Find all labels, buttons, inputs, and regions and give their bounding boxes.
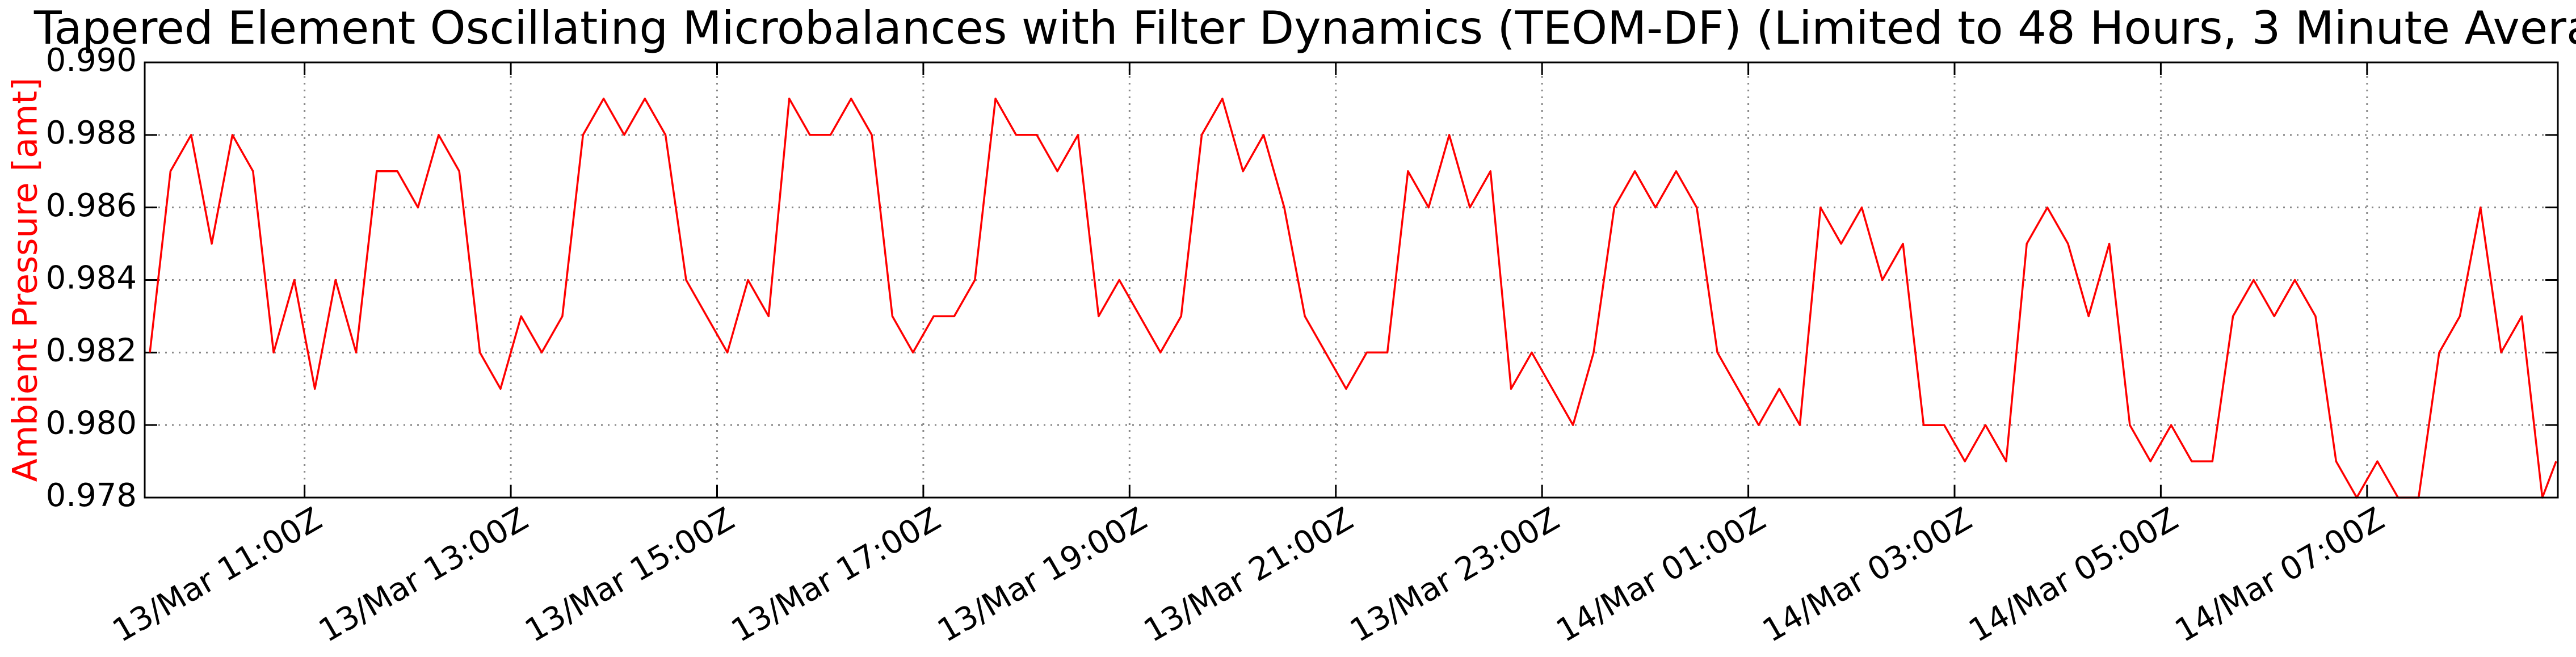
chart-title: Tapered Element Oscillating Microbalance… <box>33 2 2576 54</box>
y-tick-label: 0.986 <box>46 187 137 224</box>
y-tick-label: 0.984 <box>46 260 137 297</box>
data-line <box>149 98 2557 499</box>
y-tick-label: 0.982 <box>46 332 137 369</box>
y-tick-label: 0.978 <box>46 477 137 514</box>
plot-frame <box>144 61 2559 499</box>
y-tick-label: 0.990 <box>46 42 137 79</box>
y-tick-label: 0.980 <box>46 405 137 441</box>
y-axis-label: Ambient Pressure [amt] <box>6 78 45 482</box>
y-tick-label: 0.988 <box>46 115 137 151</box>
